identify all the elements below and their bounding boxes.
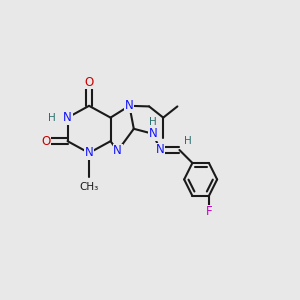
Text: N: N — [125, 99, 134, 112]
Text: H: H — [184, 136, 192, 146]
Text: F: F — [206, 205, 212, 218]
Text: N: N — [85, 146, 93, 159]
Text: H: H — [48, 112, 56, 123]
Text: N: N — [156, 143, 165, 157]
Text: N: N — [63, 111, 72, 124]
Text: O: O — [84, 76, 94, 89]
Text: H: H — [149, 117, 157, 127]
Text: N: N — [113, 144, 122, 158]
Text: N: N — [148, 127, 157, 140]
Text: O: O — [41, 135, 51, 148]
Text: CH₃: CH₃ — [80, 182, 99, 192]
